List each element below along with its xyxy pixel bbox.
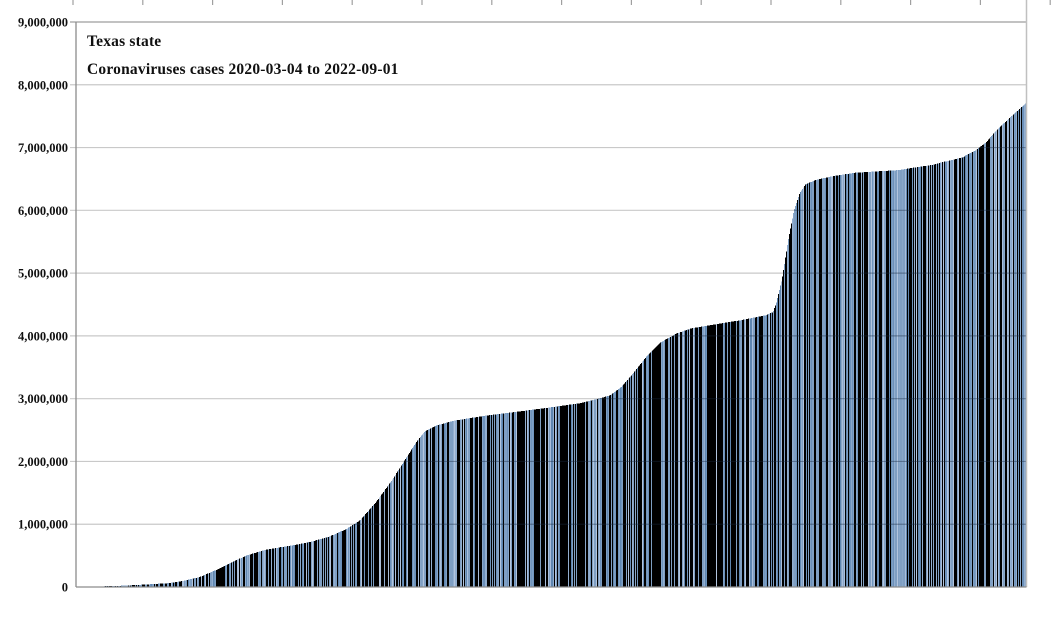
y-axis-label: 2,000,000 — [18, 455, 68, 469]
y-axis-label: 5,000,000 — [18, 267, 68, 281]
y-axis-label: 9,000,000 — [18, 16, 68, 30]
y-axis-label: 4,000,000 — [18, 329, 68, 343]
y-axis-label: 3,000,000 — [18, 392, 68, 406]
y-axis-label: 1,000,000 — [18, 518, 68, 532]
y-axis-labels: 0 1,000,000 2,000,000 3,000,000 4,000,000 5,0… — [18, 16, 68, 595]
chart-title: Texas state — [87, 33, 161, 50]
y-axis-label: 0 — [62, 581, 68, 595]
area-series-bars — [85, 103, 1027, 588]
y-axis-label: 8,000,000 — [18, 78, 68, 92]
y-axis-label: 7,000,000 — [18, 141, 68, 155]
y-axis-label: 6,000,000 — [18, 204, 68, 218]
top-tick-marks — [72, 0, 1051, 5]
gridlines — [70, 21, 1027, 525]
chart-subtitle: Coronaviruses cases 2020-03-04 to 2022-0… — [87, 61, 399, 78]
axes — [75, 0, 1028, 588]
